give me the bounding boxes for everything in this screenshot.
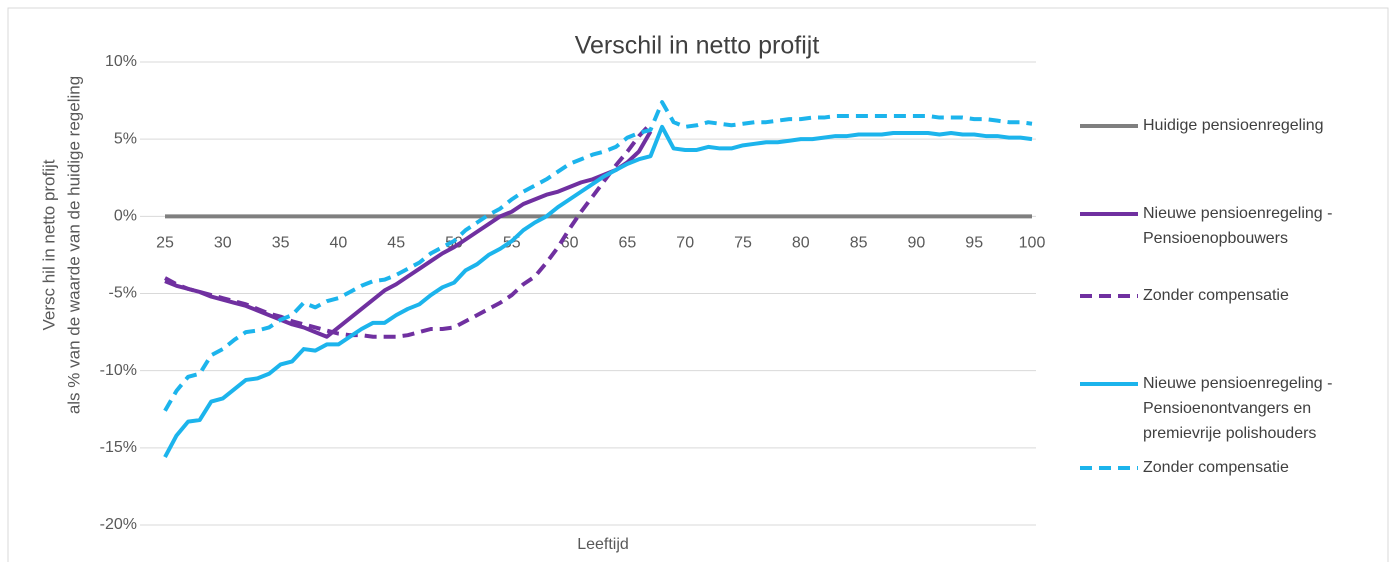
x-axis-label: Leeftijd <box>577 536 629 553</box>
y-axis-label: Versc hil in netto profijt <box>39 159 58 330</box>
chart-title: Verschil in netto profijt <box>575 32 820 60</box>
legend-label: Nieuwe pensioenregeling - Pensioenontvan… <box>1143 375 1333 442</box>
x-tick-label: 85 <box>850 235 868 252</box>
chart-border <box>7 7 1389 562</box>
x-tick-label: 90 <box>908 235 926 252</box>
series-line <box>164 122 652 339</box>
x-tick-label: 35 <box>272 235 290 252</box>
x-tick-label: 40 <box>330 235 348 252</box>
x-tick-label: 100 <box>1019 235 1046 252</box>
y-axis-label: als % van de waarde van de huidige regel… <box>64 76 83 414</box>
y-tick-label: -20% <box>100 516 137 533</box>
x-tick-label: 65 <box>619 235 637 252</box>
legend-label: Huidige pensioenregeling <box>1143 117 1324 134</box>
y-tick-label: -15% <box>100 439 137 456</box>
x-tick-label: 95 <box>965 235 983 252</box>
y-tick-label: -10% <box>100 362 137 379</box>
series-line <box>163 124 1033 459</box>
x-tick-label: 45 <box>387 235 405 252</box>
legend-label: Nieuwe pensioenregeling - Pensioenopbouw… <box>1143 205 1333 247</box>
series-line <box>163 100 1033 412</box>
y-tick-label: 0% <box>114 208 137 225</box>
legend-label: Zonder compensatie <box>1143 459 1289 476</box>
legend-label: Zonder compensatie <box>1143 287 1289 304</box>
x-tick-label: 30 <box>214 235 232 252</box>
x-tick-label: 75 <box>734 235 752 252</box>
x-tick-label: 70 <box>676 235 694 252</box>
y-tick-label: 5% <box>114 130 137 147</box>
y-tick-label: -5% <box>109 285 137 302</box>
y-tick-label: 10% <box>105 53 137 70</box>
x-tick-label: 80 <box>792 235 810 252</box>
x-tick-label: 25 <box>156 235 174 252</box>
